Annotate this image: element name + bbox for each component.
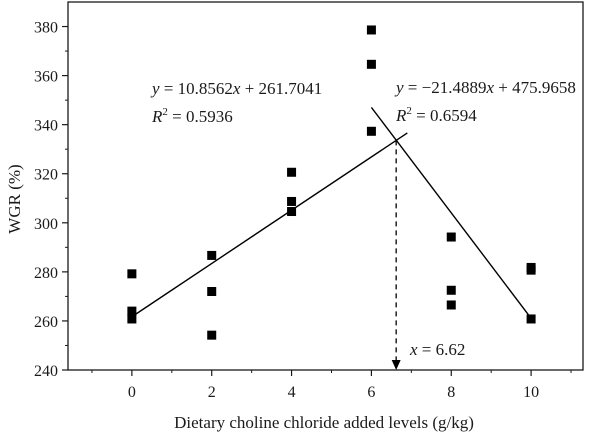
y-axis-title: WGR (%) <box>5 164 24 233</box>
breakpoint-value: = 6.62 <box>418 340 466 359</box>
fit-1-r2-sup: 2 <box>162 106 168 118</box>
data-point <box>207 286 217 296</box>
y-tick-label: 360 <box>34 69 58 86</box>
y-tick-label: 240 <box>34 363 58 380</box>
y-tick-label: 260 <box>34 314 58 331</box>
data-points <box>127 25 536 340</box>
plot-border <box>67 1 584 371</box>
fit-1-r2-value: = 0.5936 <box>168 107 233 126</box>
data-point <box>446 285 456 295</box>
x-tick-label: 0 <box>128 384 136 401</box>
y-tick-label: 380 <box>34 20 58 37</box>
x-tick-label: 4 <box>288 384 296 401</box>
fit-1-lhs: y <box>150 79 160 98</box>
fit-2-intercept-text: + 475.9658 <box>494 78 576 97</box>
fit-2-r2: R2 = 0.6594 <box>395 105 477 125</box>
data-point <box>526 265 536 275</box>
fit-1-equation: y = 10.8562x + 261.7041 <box>150 79 322 98</box>
fit-1-r2-symbol: R <box>151 107 163 126</box>
fit-2-slope-text: = −21.4889 <box>404 78 487 97</box>
y-tick-label: 280 <box>34 265 58 282</box>
regression-line-1 <box>131 132 408 318</box>
data-point <box>526 314 536 324</box>
x-tick-label: 6 <box>367 384 375 401</box>
data-point <box>127 269 137 279</box>
y-axis-ticks: 240 260 280 300 320 340 360 380 <box>34 20 68 380</box>
breakpoint-label: x = 6.62 <box>409 340 465 359</box>
fit-1-r2: R2 = 0.5936 <box>151 106 233 126</box>
data-point <box>366 59 376 69</box>
fit-1-intercept-text: + 261.7041 <box>240 79 322 98</box>
y-tick-label: 300 <box>34 216 58 233</box>
x-tick-label: 8 <box>447 384 455 401</box>
fit-2-r2-value: = 0.6594 <box>412 106 477 125</box>
fit-2-var: x <box>485 78 494 97</box>
breakpoint-arrowhead <box>391 360 401 370</box>
fit-1-var: x <box>232 79 241 98</box>
fit-2-r2-symbol: R <box>395 106 407 125</box>
data-point <box>446 300 456 310</box>
regression-lines <box>131 106 532 370</box>
data-point <box>446 232 456 242</box>
breakpoint-var: x <box>409 340 418 359</box>
x-axis-ticks: 0 2 4 6 8 10 <box>91 370 572 401</box>
fit-2-r2-sup: 2 <box>406 105 412 117</box>
x-axis-title: Dietary choline chloride added levels (g… <box>174 413 474 432</box>
regression-line-2 <box>370 106 532 319</box>
plot-frame <box>67 1 584 371</box>
x-tick-label: 2 <box>208 384 216 401</box>
y-tick-label: 340 <box>34 118 58 135</box>
data-point <box>287 167 297 177</box>
data-point <box>366 126 376 136</box>
data-point <box>207 330 217 340</box>
x-tick-label: 10 <box>523 384 539 401</box>
data-point <box>287 196 297 206</box>
data-point <box>127 306 137 316</box>
data-point <box>366 25 376 35</box>
fit-2-lhs: y <box>394 78 404 97</box>
data-point <box>287 207 297 217</box>
data-point <box>207 250 217 260</box>
fit-2-equation: y = −21.4889x + 475.9658 <box>394 78 576 97</box>
fit-1-slope-text: = 10.8562 <box>160 79 233 98</box>
y-tick-label: 320 <box>34 167 58 184</box>
data-point <box>127 314 137 324</box>
